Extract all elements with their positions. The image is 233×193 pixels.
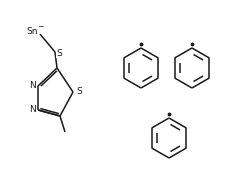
Text: −: −	[37, 23, 43, 31]
Text: Sn: Sn	[26, 27, 38, 36]
Text: S: S	[56, 48, 62, 58]
Text: N: N	[29, 81, 35, 91]
Text: S: S	[76, 87, 82, 96]
Text: N: N	[29, 106, 35, 114]
